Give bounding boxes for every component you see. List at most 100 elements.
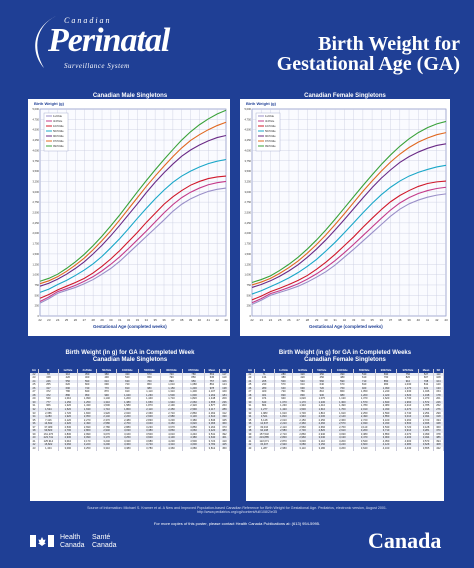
table-cell: 3,782 [204,443,220,448]
hc-en-line2: Canada [60,542,85,549]
table-cell: 2,370 [96,418,117,423]
column-header: SD [219,369,230,373]
table-cell: 3,250 [77,447,98,451]
table-row: 26 317 690 740 770 810 980 1,150 1,230 978 138 [30,386,230,391]
table-row: 42 15,407 2,920 3,080 3,150 3,240 3,600 4,120 4,… [246,443,444,448]
table-cell: 1,310 [160,390,184,394]
x-tick-label: 26 [74,318,78,322]
table-cell: 4,240 [182,432,206,437]
y-tick-label: 4,500 [245,128,252,132]
table-cell: 7,416 [38,418,59,423]
legend-label: 97th%ile [265,139,276,143]
table-cell: 1,020 [292,397,313,401]
table-cell: 40 [246,436,255,440]
table-cell: 540 [292,379,313,384]
x-tick-label: 41 [426,318,430,322]
table-cell: 810 [312,390,332,394]
table-cell: 178 [433,393,444,398]
table-cell: 450 [312,376,332,380]
table-cell: 3,170 [77,439,98,444]
table-header-row: GA N 1st%ile 3rd%ile 5th%ile 10th%ile 50th%ile… [246,369,444,373]
table-row: 36 14,842 2,320 2,490 2,580 2,700 3,040 3,460 3,… [30,422,230,426]
table-cell: 2,110 [138,408,161,412]
table-cell: 3,160 [116,432,139,437]
table-cell: 1,840 [77,411,98,416]
table-cell: 31 [246,404,255,409]
table-cell: 41 [30,439,39,444]
table-cell: 320 [292,372,313,377]
table-cell: 161,276 [38,432,59,437]
table-row: 32 1,277 1,420 1,530 1,610 1,700 2,010 2,330 2,4… [246,408,444,412]
table-cell: 2,210 [274,422,294,426]
table-cell: 1,287 [254,447,275,451]
table-row: 27 320 720 780 810 860 1,050 1,240 1,330 1,046 154 [246,390,444,394]
table-cell: 3,500 [138,432,161,437]
table-row: 29 549 1,010 1,090 1,140 1,200 1,440 1,710 1,820… [30,397,230,401]
table-cell: 3,090 [77,436,98,440]
table-cell: 3,070 [96,432,117,437]
hc-fr-line1: Santé [92,534,111,541]
table-row: 39 157,532 2,710 2,860 2,940 3,030 3,380 3,850 4… [246,432,444,437]
table-cell: 27 [246,390,255,394]
table-cell: 777 [38,400,59,405]
table-cell: 33,016 [254,425,275,430]
table-cell: 3,710 [375,429,398,433]
table-cell: 1,030 [396,383,420,387]
table-cell: 2,410 [274,425,294,430]
table-cell: 2,960 [292,436,313,440]
table-cell: 1,300 [331,400,354,405]
table-cell: 840 [77,390,98,394]
table-cell: 1,820 [182,397,206,401]
table-cell: 2,820 [312,429,332,433]
table-row: 38 94,108 2,580 2,730 2,820 2,910 3,260 3,710 3,… [246,429,444,433]
table-cell: 2,560 [292,425,313,430]
table-cell: 1,600 [182,393,206,398]
table-cell: 360 [433,425,444,430]
table-cell: 3,200 [331,439,354,444]
table-cell: 1,780 [353,404,376,409]
table-cell: 392 [219,432,230,437]
table-cell: 3,380 [353,432,376,437]
table-cell: 3,290 [96,443,117,448]
table-cell: 113 [433,372,444,377]
table-cell: 27 [30,390,39,394]
table-cell: 263 [219,404,230,409]
y-tick-label: 5,000 [245,107,252,111]
table-cell: 22 [30,372,39,377]
table-cell: 3,230 [138,425,161,430]
table-cell: 2,590 [182,408,206,412]
table-cell: 1,520 [58,408,78,412]
legend: 1st%ile3rd%ile10th%ile50th%ile90th%ile97… [255,112,281,152]
series-line-10thpctile [39,175,227,299]
table-cell: 4,010 [160,432,184,437]
table-row: 31 804 1,230 1,340 1,410 1,490 1,780 2,080 2,210… [246,404,444,409]
table-cell: 1,070 [274,400,294,405]
y-tick-label: 1,750 [245,242,252,246]
table-header-row: GA N 1st%ile 3rd%ile 5th%ile 10th%ile 50th%ile… [30,369,230,373]
table-cell: 1,785 [418,404,434,409]
table-cell: 2,450 [160,408,184,412]
table-row: 40 223,741 2,930 3,090 3,170 3,250 3,600 4,130 4… [30,436,230,440]
table-cell: 1,800 [116,408,139,412]
x-tick-label: 28 [306,318,310,322]
table-cell: 1,710 [96,408,117,412]
table-cell: 2,360 [138,411,161,416]
column-header: 10th%ile [331,369,354,373]
female-table-title: Birth Weight (in g) for GA in Completed … [240,350,450,364]
table-cell: 3,264 [204,425,220,430]
legend-box [255,112,281,152]
table-cell: 2,494 [418,415,434,419]
table-cell: 2,723 [418,418,434,423]
x-tick-label: 35 [370,318,374,322]
table-cell: 2,330 [375,408,398,412]
table-cell: 1,170 [396,386,420,391]
y-tick-label: 750 [247,283,252,287]
column-header: 50th%ile [138,369,161,373]
series-line-50thpctile [251,164,447,295]
x-tick-label: 24 [269,318,273,322]
table-cell: 124 [219,383,230,387]
table-cell: 3,330 [375,422,398,426]
table-cell: 550 [58,379,78,384]
table-cell: 23 [246,376,255,380]
table-cell: 3,130 [331,436,354,440]
